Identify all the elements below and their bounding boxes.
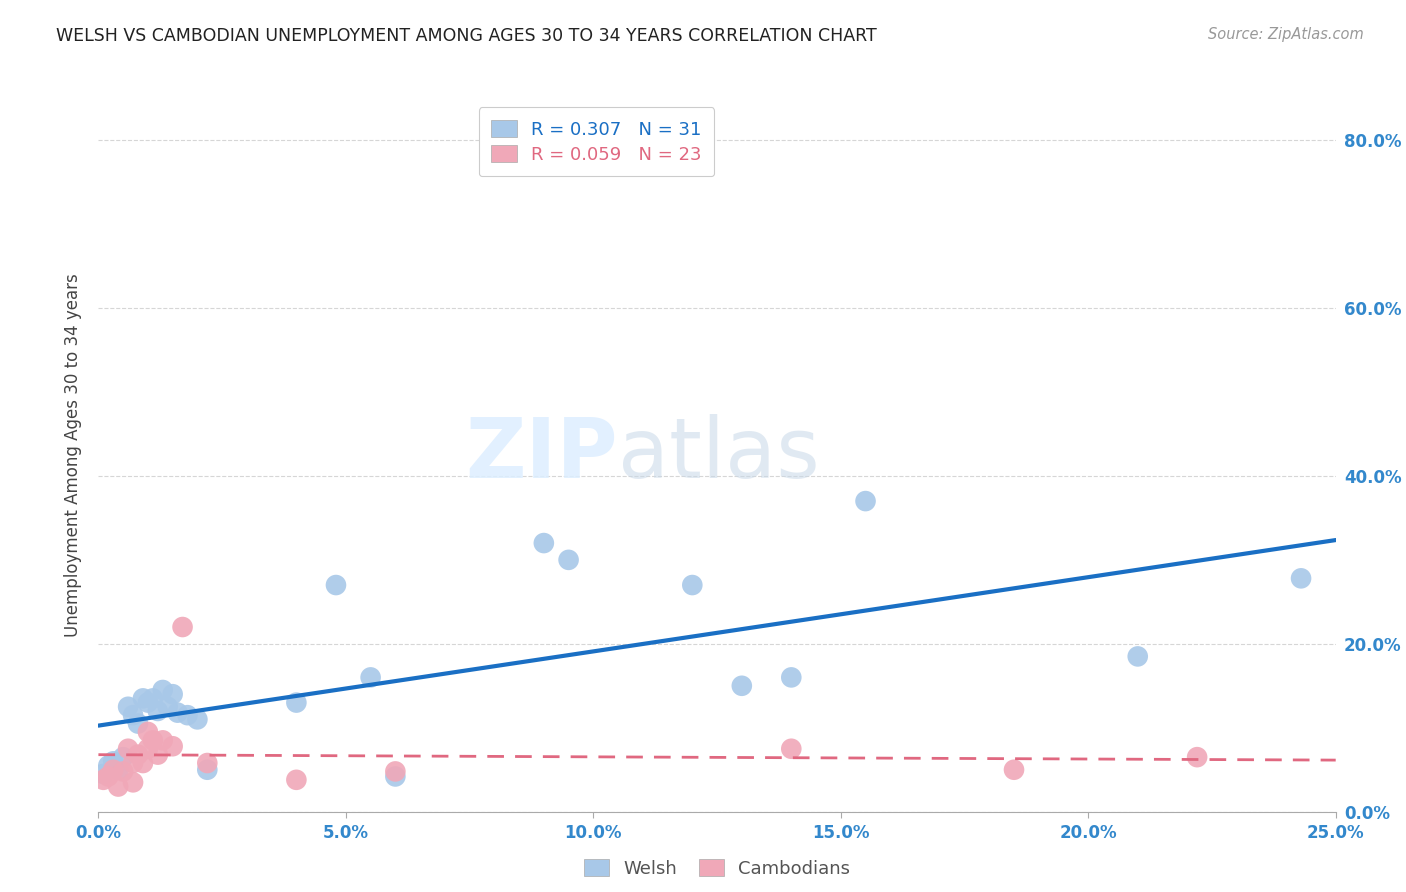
Point [681,578,703,592]
Point [136,741,159,756]
Point [146,704,169,718]
Point [1185,750,1208,764]
Legend: Welsh, Cambodians: Welsh, Cambodians [576,852,858,885]
Point [122,708,145,723]
Point [285,772,308,787]
Point [103,763,125,777]
Point [557,553,579,567]
Point [152,733,174,747]
Point [97,769,120,783]
Point [855,494,877,508]
Text: ZIP: ZIP [465,415,619,495]
Point [384,764,406,779]
Point [384,769,406,783]
Point [122,756,145,770]
Point [195,763,218,777]
Point [136,696,159,710]
Point [112,764,135,779]
Point [195,756,218,770]
Point [107,780,129,794]
Point [93,772,115,787]
Point [533,536,555,550]
Point [172,620,194,634]
Text: WELSH VS CAMBODIAN UNEMPLOYMENT AMONG AGES 30 TO 34 YEARS CORRELATION CHART: WELSH VS CAMBODIAN UNEMPLOYMENT AMONG AG… [56,27,877,45]
Point [360,670,382,684]
Point [132,756,155,770]
Point [117,741,139,756]
Point [146,747,169,762]
Point [117,699,139,714]
Point [107,763,129,777]
Point [127,747,149,762]
Point [122,775,145,789]
Point [152,683,174,698]
Point [285,696,308,710]
Point [166,706,188,720]
Y-axis label: Unemployment Among Ages 30 to 34 years: Unemployment Among Ages 30 to 34 years [65,273,83,637]
Point [1289,571,1312,585]
Point [93,767,115,781]
Point [1002,763,1025,777]
Point [780,670,803,684]
Point [325,578,347,592]
Point [142,691,165,706]
Point [780,741,803,756]
Point [156,699,179,714]
Point [162,739,184,754]
Point [162,687,184,701]
Point [142,733,165,747]
Point [127,716,149,731]
Text: atlas: atlas [619,415,820,495]
Point [103,755,125,769]
Point [132,691,155,706]
Point [176,708,198,723]
Point [112,750,135,764]
Point [1126,649,1149,664]
Point [97,758,120,772]
Point [731,679,754,693]
Text: Source: ZipAtlas.com: Source: ZipAtlas.com [1208,27,1364,42]
Point [136,725,159,739]
Point [186,712,208,726]
